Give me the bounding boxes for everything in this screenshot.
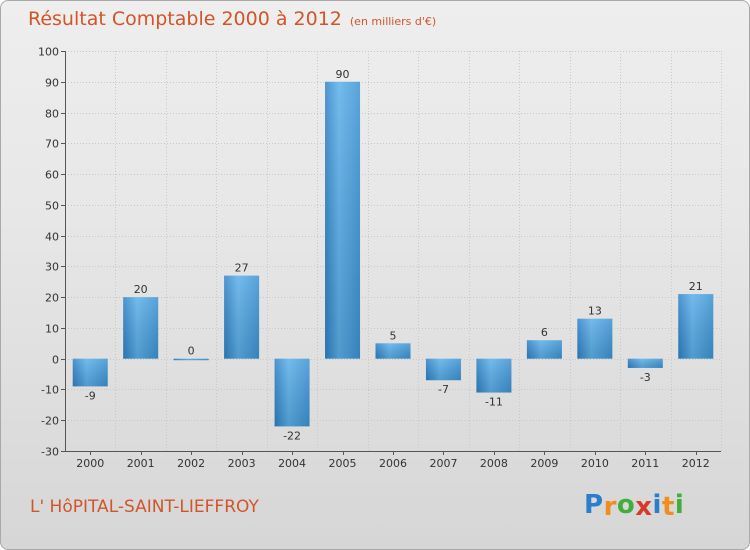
value-label-2001: 20 (134, 283, 148, 296)
x-tick-label-2006: 2006 (379, 457, 407, 470)
y-tick-label: 10 (45, 323, 59, 336)
x-tick-label-2009: 2009 (530, 457, 558, 470)
value-label-2007: -7 (438, 383, 449, 396)
value-label-2006: 5 (390, 329, 397, 342)
bar-shade-2006 (375, 343, 411, 359)
logo-letter: o (616, 490, 636, 520)
logo-letter: t (661, 492, 675, 522)
y-tick-label: -30 (41, 446, 59, 459)
value-label-2002: 0 (188, 345, 195, 358)
x-tick-label-2005: 2005 (329, 457, 357, 470)
proxiti-logo: Proxiti (584, 490, 685, 522)
y-tick-label: 40 (45, 231, 59, 244)
x-tick-label-2001: 2001 (127, 457, 155, 470)
logo-letter: r (603, 492, 617, 522)
x-tick-label-2012: 2012 (682, 457, 710, 470)
y-tick-label: 0 (52, 354, 59, 367)
logo-letter: i (652, 490, 662, 520)
value-label-2003: 27 (235, 262, 249, 275)
y-tick-label: 70 (45, 138, 59, 151)
commune-name: L' HôPITAL-SAINT-LIEFFROY (30, 497, 259, 517)
x-tick-label-2003: 2003 (228, 457, 256, 470)
bar-shade-2012 (678, 294, 714, 359)
x-tick-label-2002: 2002 (177, 457, 205, 470)
y-tick-label: 30 (45, 261, 59, 274)
chart-title-text: Résultat Comptable 2000 à 2012 (28, 8, 342, 30)
y-tick-label: 50 (45, 200, 59, 213)
value-label-2000: -9 (85, 389, 96, 402)
y-tick-label: 20 (45, 292, 59, 305)
y-tick-label: 80 (45, 108, 59, 121)
bar-shade-2000 (72, 358, 108, 387)
bar-shade-2009 (526, 340, 562, 359)
value-label-2004: -22 (283, 429, 301, 442)
value-label-2010: 13 (588, 305, 602, 318)
bar-shade-2010 (577, 318, 613, 359)
value-label-2011: -3 (640, 371, 651, 384)
bar-shade-2001 (123, 297, 159, 359)
logo-letter: i (674, 490, 685, 520)
value-label-2009: 6 (541, 326, 548, 339)
x-tick-label-2004: 2004 (278, 457, 306, 470)
y-tick-label: -20 (41, 415, 59, 428)
bar-shade-2004 (274, 358, 310, 427)
y-tick-label: 90 (45, 77, 59, 90)
y-tick-label: 100 (38, 46, 59, 59)
chart-title: Résultat Comptable 2000 à 2012 (en millie… (28, 8, 436, 30)
x-tick-label-2010: 2010 (581, 457, 609, 470)
y-tick-label: 60 (45, 169, 59, 182)
bar-shade-2003 (224, 275, 260, 359)
bar-shade-2008 (476, 358, 512, 393)
x-tick-label-2007: 2007 (429, 457, 457, 470)
x-tick-label-2008: 2008 (480, 457, 508, 470)
y-tick-label: -10 (41, 384, 59, 397)
bar-shade-2007 (425, 358, 461, 381)
value-label-2008: -11 (485, 396, 503, 409)
x-tick-label-2000: 2000 (76, 457, 104, 470)
bar-shade-2002 (173, 358, 209, 361)
bar-shade-2005 (325, 81, 361, 359)
logo-letter: P (584, 490, 604, 520)
x-tick-label-2011: 2011 (631, 457, 659, 470)
bar-chart: -9 20 0 27 -22 90 5 -7 -11 6 13 -3 21 -30 -20 -10 0 10 20… (38, 46, 722, 470)
logo-letter: x (635, 492, 653, 522)
chart-subtitle: (en milliers d'€) (349, 15, 437, 28)
value-label-2012: 21 (689, 280, 703, 293)
value-label-2005: 90 (336, 68, 350, 81)
bar-shade-2011 (627, 358, 663, 368)
